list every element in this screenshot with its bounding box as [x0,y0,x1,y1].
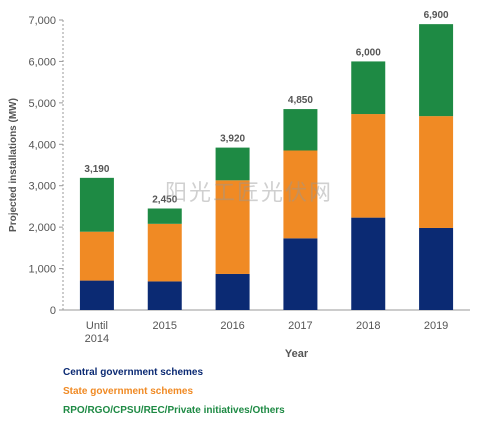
x-tick-label: Until 2014 [85,320,109,345]
x-tick-label: 2019 [424,320,448,332]
bar-segment [351,61,386,115]
x-tick-label: 2016 [220,320,244,332]
bar-segment [215,147,250,181]
bar-total-label: 3,190 [84,164,109,175]
legend-central: Central government schemes [63,367,203,378]
bar-total-label: 2,450 [152,195,177,206]
bar-total-label: 6,900 [424,10,449,21]
bar-segment [283,238,318,310]
bar-segment [79,177,114,232]
y-tick-label: 1,000 [28,264,56,276]
y-tick-label: 4,000 [28,139,56,151]
y-tick-label: 5,000 [28,98,56,110]
legend-others: RPO/RGO/CPSU/REC/Private initiatives/Oth… [63,405,285,416]
bar-segment [419,227,454,310]
bar-segment [147,223,182,282]
y-tick-label: 2,000 [28,222,56,234]
bar-segment [419,24,454,117]
watermark-text: 阳光工匠光伏网 [165,181,334,206]
bar-total-label: 3,920 [220,134,245,145]
y-tick-label: 3,000 [28,181,56,193]
x-tick-label: 2015 [153,320,177,332]
bar-total-label: 4,850 [288,95,313,106]
bar-segment [147,208,182,224]
legend-state: State government schemes [63,386,193,397]
y-tick-label: 0 [50,305,56,317]
bar-segment [351,114,386,218]
legend-others-label: RPO/RGO/CPSU/REC/Private initiatives/Oth… [63,405,285,416]
y-tick-label: 7,000 [28,15,56,27]
x-tick-label: 2017 [288,320,312,332]
legend-central-label: Central government schemes [63,367,204,378]
bar-segment [79,280,114,310]
bar-segment [215,180,250,274]
bar-segment [79,231,114,281]
bar-segment [147,281,182,310]
x-axis-title: Year [285,348,309,360]
x-tick-label: 2018 [356,320,380,332]
y-axis-title: Projected installations (MW) [8,98,19,232]
bar-segment [419,116,454,228]
bar-segment [283,109,318,151]
bar-total-label: 6,000 [356,47,381,58]
y-tick-label: 6,000 [28,56,56,68]
bar-segment [283,150,318,239]
bar-segment [215,273,250,310]
legend-state-label: State government schemes [63,386,194,397]
bar-segment [351,217,386,310]
